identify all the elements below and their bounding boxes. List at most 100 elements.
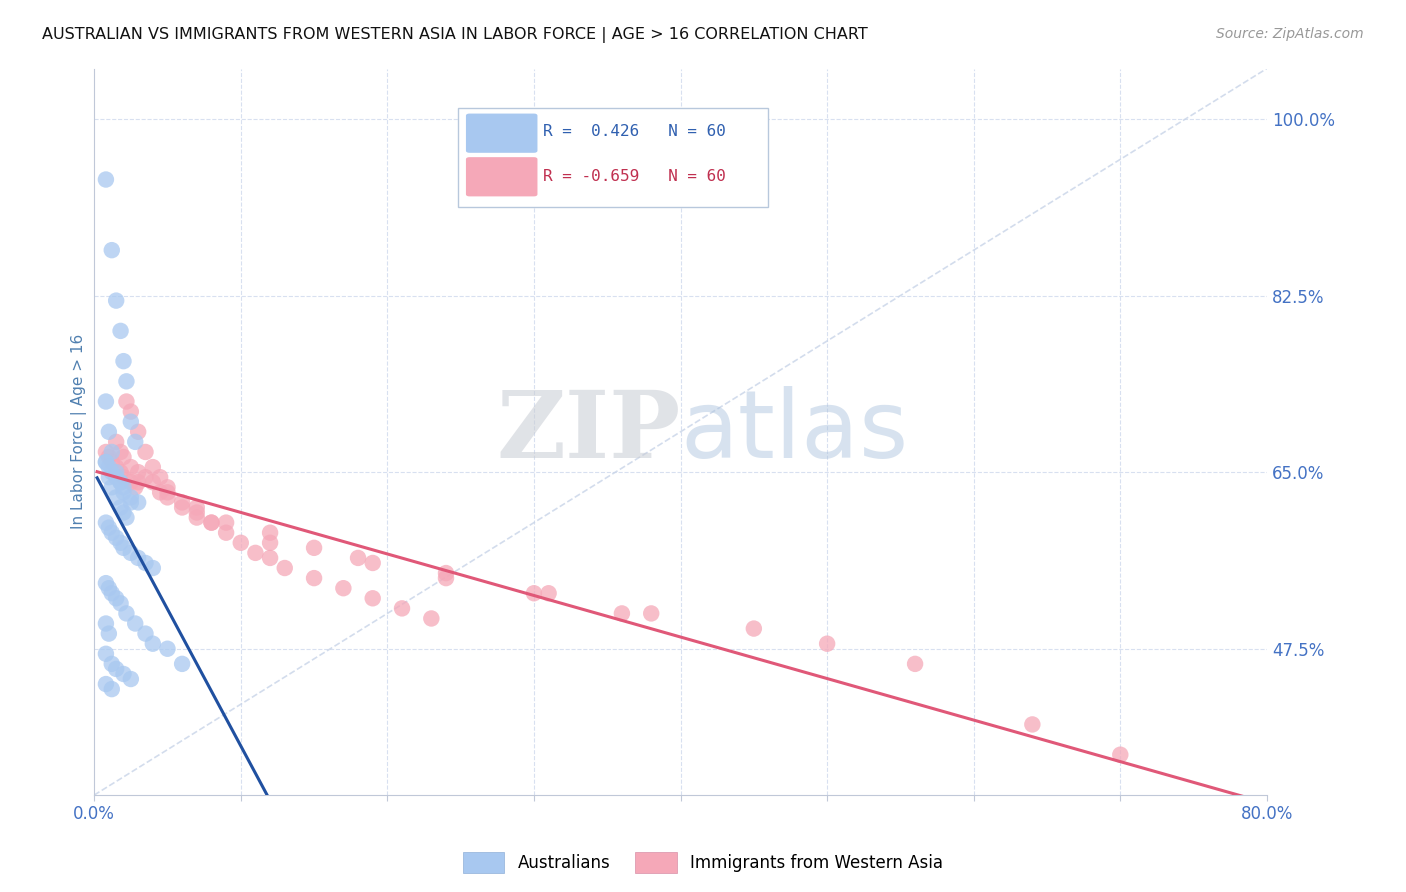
Point <box>156 641 179 656</box>
Point <box>97 450 120 464</box>
Text: AUSTRALIAN VS IMMIGRANTS FROM WESTERN ASIA IN LABOR FORCE | AGE > 16 CORRELATION: AUSTRALIAN VS IMMIGRANTS FROM WESTERN AS… <box>42 27 868 43</box>
Point <box>100 657 122 671</box>
Point <box>142 561 165 575</box>
Point <box>97 425 120 439</box>
Text: ZIP: ZIP <box>496 387 681 477</box>
Point <box>94 516 117 530</box>
Text: R =  0.426   N = 60: R = 0.426 N = 60 <box>543 124 727 139</box>
Point <box>112 667 135 681</box>
Point <box>105 460 128 475</box>
Point <box>105 531 128 545</box>
Point <box>120 491 142 505</box>
Point <box>172 500 194 515</box>
Point <box>134 470 156 484</box>
Point <box>127 425 149 439</box>
Point <box>134 626 156 640</box>
Point <box>100 445 122 459</box>
Point <box>302 571 325 585</box>
Point <box>537 586 560 600</box>
Point <box>94 455 117 469</box>
Point <box>1021 717 1043 731</box>
Point <box>229 536 252 550</box>
Point <box>110 445 132 459</box>
Point <box>420 611 443 625</box>
Point <box>361 591 384 606</box>
Point <box>105 470 128 484</box>
Point <box>127 475 149 490</box>
Point <box>156 491 179 505</box>
Point <box>134 445 156 459</box>
Point <box>110 536 132 550</box>
Point <box>115 607 138 621</box>
Point <box>142 460 165 475</box>
Point <box>134 556 156 570</box>
Point <box>94 172 117 186</box>
Point <box>94 616 117 631</box>
Point <box>361 556 384 570</box>
Point <box>215 516 238 530</box>
Point <box>94 576 117 591</box>
Point <box>112 485 135 500</box>
Point <box>186 510 208 524</box>
Point <box>149 470 172 484</box>
Point <box>434 571 457 585</box>
Point <box>94 677 117 691</box>
Point <box>94 394 117 409</box>
Point <box>105 662 128 676</box>
Point <box>742 622 765 636</box>
Text: R = -0.659   N = 60: R = -0.659 N = 60 <box>543 169 727 184</box>
Point <box>1109 747 1132 762</box>
Point <box>200 516 222 530</box>
Text: atlas: atlas <box>681 386 908 478</box>
Point <box>97 581 120 595</box>
Point <box>172 495 194 509</box>
Point <box>120 404 142 418</box>
Point <box>172 657 194 671</box>
Point <box>110 324 132 338</box>
Point <box>100 682 122 697</box>
Point <box>245 546 267 560</box>
Point <box>115 510 138 524</box>
Point <box>97 470 120 484</box>
Point <box>215 525 238 540</box>
Point <box>112 541 135 555</box>
Point <box>112 480 135 494</box>
Point <box>110 475 132 490</box>
Point <box>105 591 128 606</box>
Point <box>112 450 135 464</box>
Point <box>100 480 122 494</box>
Point <box>156 480 179 494</box>
Point <box>142 637 165 651</box>
Point <box>100 455 122 469</box>
Point <box>127 495 149 509</box>
Point <box>120 415 142 429</box>
Point <box>94 647 117 661</box>
Point <box>127 465 149 479</box>
Point <box>97 460 120 475</box>
Point <box>94 455 117 469</box>
Point <box>115 375 138 389</box>
Point <box>523 586 546 600</box>
Point <box>112 470 135 484</box>
Point <box>815 637 838 651</box>
Point <box>112 506 135 520</box>
Point <box>120 672 142 686</box>
FancyBboxPatch shape <box>465 113 537 153</box>
Legend: Australians, Immigrants from Western Asia: Australians, Immigrants from Western Asi… <box>456 846 950 880</box>
Point <box>149 485 172 500</box>
Point <box>105 491 128 505</box>
Point <box>110 465 132 479</box>
Point <box>434 566 457 580</box>
Point <box>100 243 122 257</box>
Text: Source: ZipAtlas.com: Source: ZipAtlas.com <box>1216 27 1364 41</box>
Point <box>97 521 120 535</box>
Point <box>105 465 128 479</box>
Point <box>97 626 120 640</box>
Point <box>186 500 208 515</box>
Point <box>186 506 208 520</box>
Point <box>94 445 117 459</box>
Point <box>124 434 146 449</box>
Point <box>904 657 927 671</box>
Point <box>259 525 281 540</box>
Point <box>105 434 128 449</box>
